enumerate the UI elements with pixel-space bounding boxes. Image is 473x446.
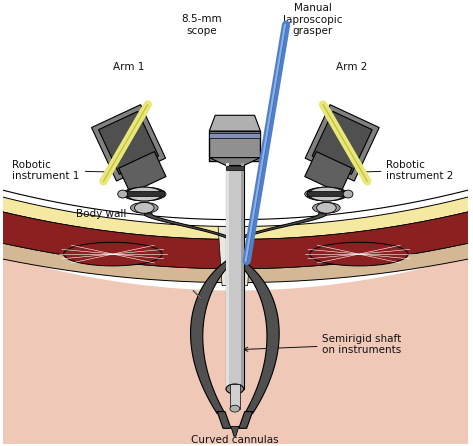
Ellipse shape bbox=[305, 187, 348, 201]
Polygon shape bbox=[305, 152, 352, 193]
Ellipse shape bbox=[63, 242, 162, 266]
Ellipse shape bbox=[307, 187, 346, 201]
Polygon shape bbox=[144, 214, 242, 249]
Polygon shape bbox=[98, 112, 158, 174]
Polygon shape bbox=[2, 243, 468, 283]
Polygon shape bbox=[228, 214, 326, 249]
Polygon shape bbox=[2, 197, 468, 240]
Polygon shape bbox=[312, 112, 372, 174]
Ellipse shape bbox=[343, 190, 353, 198]
Polygon shape bbox=[217, 412, 231, 428]
Polygon shape bbox=[239, 412, 253, 428]
Polygon shape bbox=[124, 191, 164, 196]
Polygon shape bbox=[226, 162, 244, 389]
Polygon shape bbox=[92, 105, 166, 181]
Polygon shape bbox=[209, 116, 261, 131]
Polygon shape bbox=[2, 212, 468, 269]
Ellipse shape bbox=[123, 187, 166, 201]
Ellipse shape bbox=[124, 187, 164, 201]
Polygon shape bbox=[226, 162, 229, 389]
Text: Manual
laproscopic
grasper: Manual laproscopic grasper bbox=[283, 3, 342, 37]
Text: Arm 2: Arm 2 bbox=[336, 62, 368, 72]
Polygon shape bbox=[241, 162, 244, 389]
Text: Curved cannulas: Curved cannulas bbox=[191, 435, 279, 445]
Text: Arm 1: Arm 1 bbox=[113, 62, 144, 72]
Ellipse shape bbox=[127, 187, 162, 201]
Polygon shape bbox=[226, 165, 244, 170]
Polygon shape bbox=[230, 384, 240, 409]
Text: 8.5-mm
scope: 8.5-mm scope bbox=[181, 14, 222, 36]
Polygon shape bbox=[307, 191, 346, 196]
Text: Body wall: Body wall bbox=[76, 209, 127, 219]
Text: Robotic
instrument 2: Robotic instrument 2 bbox=[345, 160, 454, 181]
Ellipse shape bbox=[310, 242, 408, 266]
Polygon shape bbox=[209, 131, 261, 161]
Ellipse shape bbox=[134, 202, 154, 213]
Polygon shape bbox=[191, 261, 234, 413]
Ellipse shape bbox=[316, 202, 336, 213]
Ellipse shape bbox=[118, 190, 128, 198]
Ellipse shape bbox=[230, 405, 240, 412]
Polygon shape bbox=[209, 133, 261, 138]
Polygon shape bbox=[119, 152, 166, 193]
Polygon shape bbox=[305, 105, 379, 181]
Polygon shape bbox=[231, 426, 239, 436]
Polygon shape bbox=[236, 261, 279, 413]
Ellipse shape bbox=[131, 202, 158, 213]
Ellipse shape bbox=[226, 384, 244, 394]
Polygon shape bbox=[2, 256, 468, 444]
Text: Semirigid shaft
on instruments: Semirigid shaft on instruments bbox=[244, 334, 402, 355]
Text: Robotic
instrument 1: Robotic instrument 1 bbox=[12, 160, 126, 181]
Polygon shape bbox=[218, 227, 252, 285]
Polygon shape bbox=[209, 157, 261, 165]
Ellipse shape bbox=[313, 202, 340, 213]
Ellipse shape bbox=[309, 187, 344, 201]
